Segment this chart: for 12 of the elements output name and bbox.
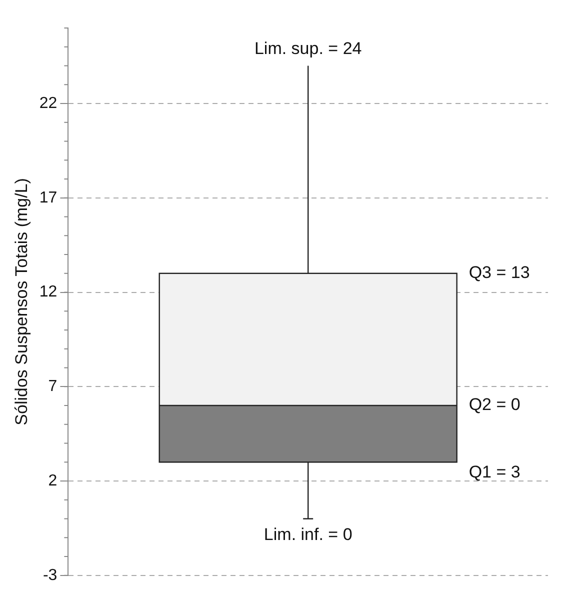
y-tick-label: -3	[42, 566, 58, 584]
y-tick-label: 7	[48, 378, 58, 396]
y-axis-title: Sólidos Suspensos Totais (mg/L)	[12, 178, 31, 426]
text: Q2 = 0	[468, 395, 520, 414]
text: Q1 = 3	[468, 462, 520, 482]
y-tick-label: 2	[48, 472, 58, 490]
text: Q3 = 13	[468, 263, 530, 282]
annotation: Lim. inf. = 0	[264, 524, 352, 544]
y-tick-label: 12	[39, 284, 58, 301]
y-tick-label: 22	[39, 94, 58, 112]
y-tick-label: 17	[39, 189, 58, 206]
annotation: Lim. sup. = 24	[254, 38, 362, 58]
